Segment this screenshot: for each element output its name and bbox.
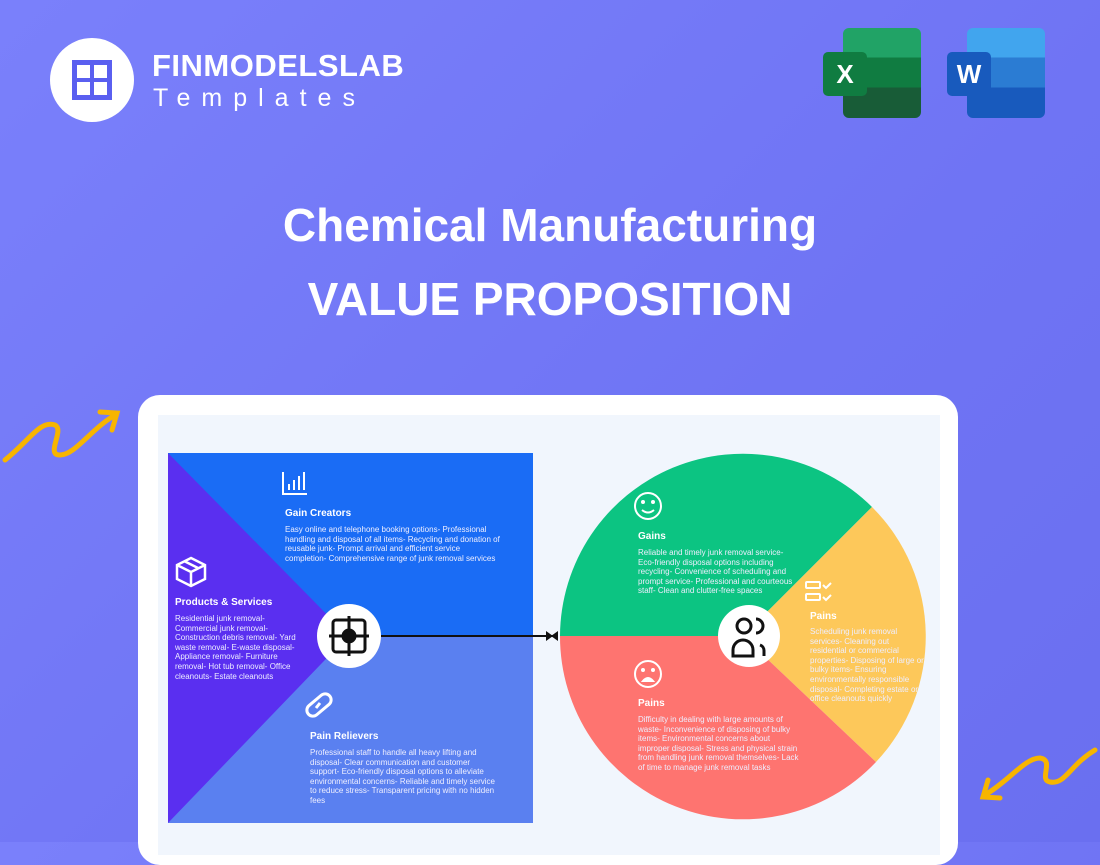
arrow-decoration-left: [2, 409, 121, 463]
page-subtitle: VALUE PROPOSITION: [307, 273, 793, 325]
customer-icon-badge: [718, 605, 780, 667]
bar-chart-icon: [282, 472, 307, 495]
pain-relievers-text: Professional staff to handle all heavy l…: [310, 748, 495, 805]
arrowhead-right: [546, 631, 553, 641]
products-text: Residential junk removal- Commercial jun…: [175, 614, 296, 681]
gains-sector: [560, 453, 872, 636]
pains-text: Difficulty in dealing with large amounts…: [638, 715, 799, 772]
grid-icon: [72, 60, 112, 100]
gains-text: Reliable and timely junk removal service…: [638, 548, 793, 596]
users-icon: [731, 617, 766, 658]
products-title: Products & Services: [175, 597, 273, 608]
pains-sector: [559, 636, 876, 820]
jobs-title: Pains: [810, 611, 837, 622]
word-letter: W: [947, 52, 991, 96]
smile-icon: [634, 492, 662, 520]
pains-title: Pains: [638, 698, 665, 709]
checklist-icon: [805, 581, 832, 602]
products-panel: [168, 453, 348, 823]
jobs-sector: [743, 507, 926, 762]
pill-icon: [305, 692, 333, 718]
excel-letter: X: [823, 52, 867, 96]
gain-creators-title: Gain Creators: [285, 508, 352, 519]
gain-creators-text: Easy online and telephone booking option…: [285, 525, 500, 563]
arrowhead-left: [551, 631, 558, 641]
sad-icon: [634, 660, 662, 688]
page-title: Chemical Manufacturing: [282, 199, 818, 251]
pain-relievers-title: Pain Relievers: [310, 731, 379, 742]
brand-sub: Templates: [153, 84, 366, 112]
jobs-text: Scheduling junk removal services- Cleani…: [810, 627, 924, 704]
logo: [50, 38, 134, 122]
brand-name: FINMODELSLAB: [152, 48, 405, 83]
arrow-decoration-right: [979, 747, 1098, 801]
box-icon: [175, 556, 207, 588]
gift-icon: [329, 616, 369, 656]
value-map-shapes: [168, 453, 926, 823]
gains-title: Gains: [638, 531, 666, 542]
